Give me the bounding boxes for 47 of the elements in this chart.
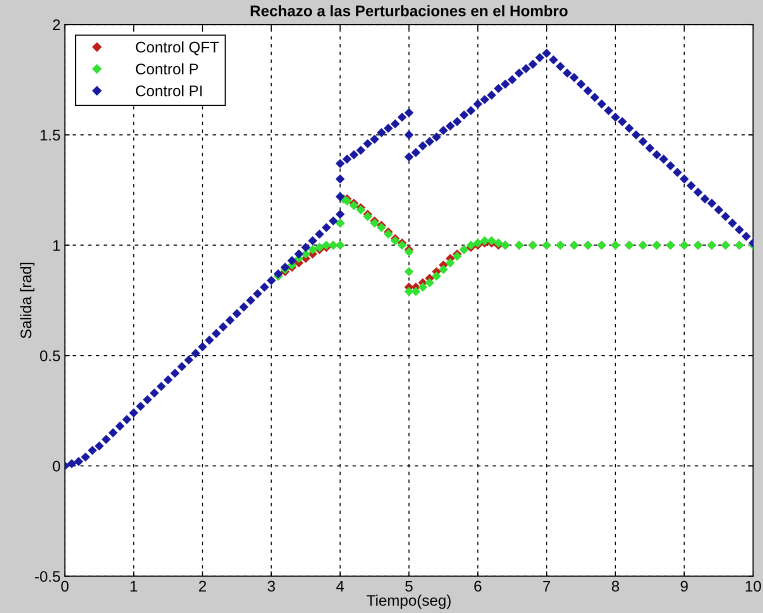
point	[494, 238, 504, 248]
point	[418, 282, 428, 292]
point	[349, 200, 359, 210]
x-tick-label: 6	[474, 580, 482, 592]
point	[466, 240, 476, 250]
x-tick-label: 7	[543, 580, 550, 592]
point	[376, 222, 386, 232]
point	[480, 236, 490, 246]
point	[404, 286, 414, 296]
y-tick-label: 1	[53, 240, 60, 251]
x-tick-label: 2	[199, 580, 206, 592]
x-tick-label: 4	[336, 580, 344, 592]
point	[322, 240, 331, 250]
x-tick-label: 10	[746, 580, 761, 592]
point	[308, 245, 318, 254]
x-tick-label: 8	[612, 580, 620, 592]
y-tick-label: 1.5	[40, 130, 60, 141]
point	[384, 230, 393, 239]
x-tick-label: 0	[61, 580, 69, 592]
point	[446, 258, 455, 268]
x-axis-title: Tiempo(seg)	[366, 594, 451, 609]
chart-title: Rechazo a las Perturbaciones en el Hombro	[250, 5, 568, 16]
x-tick-label: 1	[130, 580, 138, 592]
point	[425, 278, 434, 288]
point	[370, 218, 380, 228]
legend-label: Control PI	[136, 85, 202, 96]
x-tick-label: 3	[268, 580, 275, 592]
y-tick-label: -0.5	[35, 571, 60, 582]
point	[473, 238, 482, 248]
point	[397, 240, 407, 250]
x-tick-label: 5	[405, 580, 413, 592]
point	[411, 286, 420, 296]
point	[438, 264, 448, 274]
legend-label: Control P	[136, 63, 198, 74]
point	[314, 242, 324, 252]
point	[452, 252, 462, 261]
point	[432, 271, 442, 281]
y-tick-label: 2	[52, 19, 60, 30]
legend-label: Control QFT	[136, 41, 219, 56]
point	[390, 236, 400, 246]
y-tick-label: 0	[52, 460, 60, 472]
y-tick-label: 0.5	[40, 350, 60, 362]
point	[363, 212, 372, 222]
y-axis-title: Salida [rad]	[20, 262, 34, 338]
point	[404, 267, 414, 276]
point	[486, 236, 496, 246]
x-tick-label: 9	[680, 580, 688, 592]
